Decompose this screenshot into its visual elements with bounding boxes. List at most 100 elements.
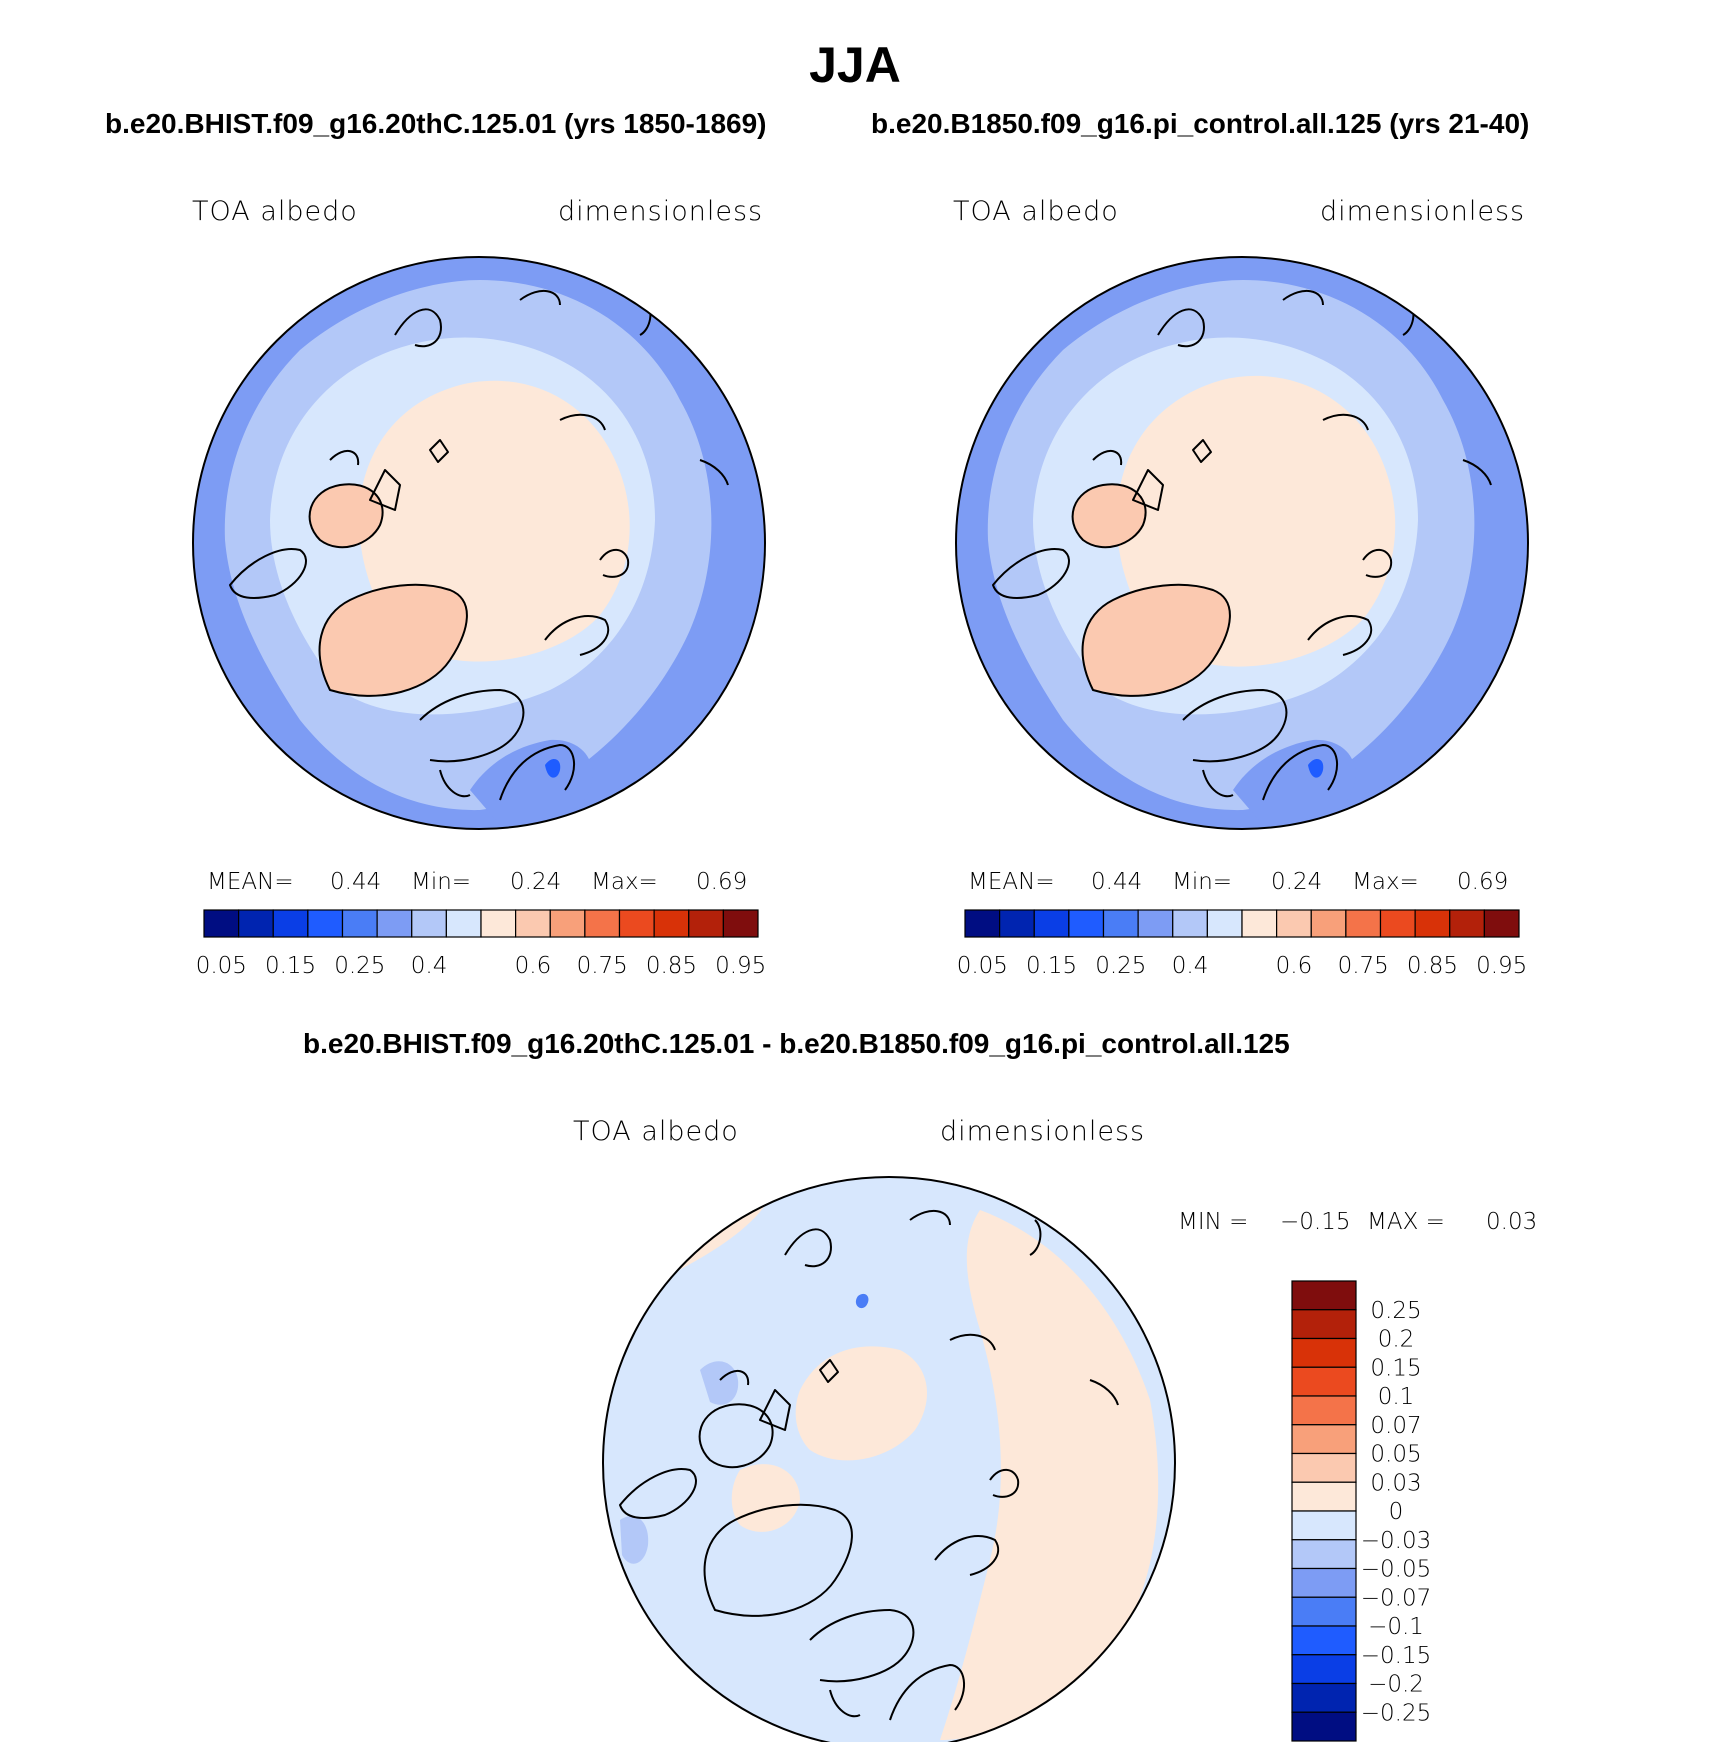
- diff-colorbar-swatch: [1291, 1711, 1357, 1742]
- left-colorbar-tick-label: 0.15: [265, 953, 316, 979]
- right-map-greenland: [1082, 584, 1230, 696]
- diff-min-value: −0.15: [1280, 1209, 1351, 1235]
- right-colorbar-tick-label: 0.75: [1338, 953, 1389, 979]
- left-colorbar-swatch: [722, 909, 759, 938]
- right-min-value: 0.24: [1271, 869, 1323, 895]
- diff-colorbar-swatch: [1291, 1481, 1357, 1512]
- diff-map-coastlines: [619, 1210, 1119, 1721]
- left-map-coastlines: [229, 290, 729, 801]
- left-min-value: 0.24: [510, 869, 562, 895]
- left-colorbar-tick-label: 0.05: [196, 953, 247, 979]
- left-colorbar-tick-label: 0.95: [715, 953, 766, 979]
- right-map-baltic: [1308, 758, 1324, 778]
- left-colorbar-swatch: [688, 909, 724, 938]
- diff-colorbar-tick-label: −0.2: [1368, 1672, 1424, 1698]
- diff-colorbar-swatch: [1291, 1280, 1357, 1311]
- left-min-label: Min=: [411, 869, 472, 895]
- diff-colorbar: 0.250.20.150.10.070.050.030−0.03−0.05−0.…: [1291, 1280, 1431, 1742]
- left-units-label: dimensionless: [558, 196, 764, 227]
- diff-colorbar-swatch: [1291, 1424, 1357, 1455]
- right-mean-value: 0.44: [1091, 869, 1143, 895]
- right-colorbar-swatch: [1206, 909, 1243, 938]
- left-map-border: [192, 256, 766, 830]
- diff-colorbar-swatch: [1291, 1337, 1357, 1368]
- right-variable-label: TOA albedo: [953, 196, 1119, 227]
- left-colorbar-swatch: [203, 909, 240, 938]
- subtitle-left: b.e20.BHIST.f09_g16.20thC.125.01 (yrs 18…: [105, 108, 767, 139]
- right-map-border: [955, 256, 1529, 830]
- right-map-europe-blue: [1233, 739, 1356, 826]
- right-colorbar-tick-label: 0.05: [957, 953, 1008, 979]
- right-colorbar-swatch: [1102, 909, 1139, 938]
- right-max-label: Max=: [1352, 869, 1419, 895]
- diff-colorbar-swatch: [1291, 1366, 1357, 1397]
- right-colorbar: 0.05 0.15 0.25 0.4 0.6 0.75 0.85 0.95: [957, 909, 1527, 979]
- left-map-archipelago: [309, 484, 383, 548]
- left-colorbar-swatch: [272, 909, 309, 938]
- diff-variable-label: TOA albedo: [573, 1116, 739, 1147]
- right-colorbar-swatch: [999, 909, 1035, 938]
- right-min-label: Min=: [1172, 869, 1233, 895]
- diff-colorbar-tick-label: −0.15: [1361, 1643, 1431, 1669]
- left-colorbar-swatch: [480, 909, 517, 938]
- left-colorbar-swatch: [584, 909, 621, 938]
- right-colorbar-swatch: [1276, 909, 1312, 938]
- diff-map-cool-spot: [855, 1293, 869, 1309]
- diff-colorbar-tick-label: −0.1: [1368, 1614, 1424, 1640]
- right-colorbar-swatch: [1172, 909, 1208, 938]
- left-colorbar-swatch: [376, 909, 413, 938]
- left-colorbar-swatch: [341, 909, 378, 938]
- right-colorbar-swatch: [1449, 909, 1485, 938]
- left-colorbar-swatch: [411, 909, 447, 938]
- right-map-coastlines: [992, 290, 1492, 801]
- left-map-europe-blue: [470, 739, 593, 826]
- diff-colorbar-swatch: [1291, 1309, 1357, 1340]
- diff-colorbar-swatch: [1291, 1682, 1357, 1713]
- right-colorbar-swatch: [1068, 909, 1105, 938]
- diff-colorbar-swatch: [1291, 1596, 1357, 1627]
- main-title: JJA: [809, 37, 901, 93]
- diff-colorbar-tick-label: 0: [1389, 1499, 1404, 1525]
- right-mean-label: MEAN=: [968, 869, 1055, 895]
- right-colorbar-swatch: [1241, 909, 1278, 938]
- left-max-value: 0.69: [696, 869, 748, 895]
- diff-colorbar-swatch: [1291, 1567, 1357, 1598]
- left-colorbar-swatch: [515, 909, 551, 938]
- right-colorbar-tick-label: 0.85: [1407, 953, 1458, 979]
- diff-colorbar-tick-label: 0.15: [1370, 1355, 1421, 1381]
- diff-colorbar-tick-label: 0.07: [1370, 1413, 1421, 1439]
- left-colorbar-tick-label: 0.25: [334, 953, 385, 979]
- right-colorbar-tick-label: 0.15: [1026, 953, 1077, 979]
- left-colorbar: 0.05 0.15 0.25 0.4 0.6 0.75 0.85 0.95: [196, 909, 766, 979]
- diff-max-value: 0.03: [1486, 1209, 1538, 1235]
- right-map-archipelago: [1072, 484, 1146, 548]
- right-colorbar-swatch: [964, 909, 1001, 938]
- left-colorbar-swatch: [238, 909, 274, 938]
- diff-max-label: MAX =: [1367, 1209, 1445, 1235]
- left-mean-value: 0.44: [330, 869, 382, 895]
- diff-colorbar-swatch: [1291, 1395, 1357, 1426]
- subtitle-right: b.e20.B1850.f09_g16.pi_control.all.125 (…: [871, 108, 1530, 139]
- right-colorbar-swatch: [1033, 909, 1070, 938]
- right-colorbar-tick-label: 0.6: [1276, 953, 1313, 979]
- right-colorbar-tick-label: 0.25: [1095, 953, 1146, 979]
- diff-colorbar-tick-label: 0.1: [1378, 1384, 1415, 1410]
- diff-colorbar-swatch: [1291, 1510, 1357, 1541]
- diff-polar-map: [603, 1177, 1175, 1742]
- diff-map-border: [602, 1176, 1176, 1742]
- diff-colorbar-tick-label: −0.05: [1361, 1557, 1431, 1583]
- right-max-value: 0.69: [1457, 869, 1509, 895]
- right-colorbar-swatch: [1310, 909, 1347, 938]
- left-colorbar-tick-label: 0.85: [646, 953, 697, 979]
- left-polar-map: [193, 257, 765, 829]
- diff-map-cool-west: [620, 1516, 649, 1564]
- left-colorbar-tick-label: 0.4: [411, 953, 448, 979]
- left-colorbar-tick-label: 0.75: [577, 953, 628, 979]
- diff-map-warm-pole: [795, 1346, 927, 1461]
- left-map-greenland: [319, 584, 467, 696]
- right-colorbar-tick-label: 0.95: [1476, 953, 1527, 979]
- diff-colorbar-tick-label: −0.07: [1361, 1585, 1431, 1611]
- diff-title: b.e20.BHIST.f09_g16.20thC.125.01 - b.e20…: [303, 1028, 1290, 1059]
- diff-colorbar-tick-label: −0.03: [1361, 1528, 1431, 1554]
